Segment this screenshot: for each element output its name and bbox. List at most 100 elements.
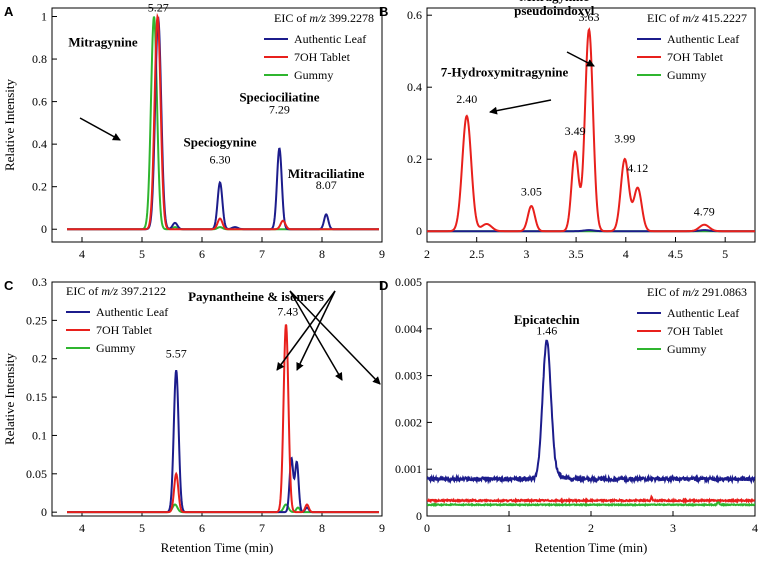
y-tick-label: 0 [41, 505, 47, 519]
compound-label: Mitragynine [520, 0, 590, 4]
x-tick-label: 5 [139, 521, 145, 535]
panel-d: 0 1 2 3 4 0 0.001 0.002 0.003 0.004 0.005 Retention… [379, 275, 758, 555]
peak-label: 3.05 [521, 185, 542, 199]
legend-entry: Gummy [667, 342, 706, 356]
eic-label: EIC of m/z 397.2122 [66, 284, 166, 298]
x-tick-label: 3 [523, 247, 529, 261]
legend-entry: Authentic Leaf [294, 32, 366, 46]
legend: Authentic Leaf 7OH Tablet Gummy [637, 32, 739, 82]
compound-label: Speciociliatine [239, 90, 319, 105]
series-line-authentic-leaf [427, 339, 755, 485]
legend-entry: Authentic Leaf [667, 306, 739, 320]
compound-label: Mitraciliatine [288, 166, 365, 181]
x-tick-label: 3 [670, 521, 676, 535]
series-line-7oh-tablet [427, 494, 755, 505]
x-tick-label: 2.5 [469, 247, 484, 261]
x-tick-label: 2 [424, 247, 430, 261]
x-tick-label: 6 [199, 247, 205, 261]
y-tick-label: 0.005 [395, 275, 422, 289]
annotation-arrow [296, 290, 336, 371]
x-tick-label: 3.5 [569, 247, 584, 261]
panel-letter: D [379, 278, 388, 293]
y-tick-label: 0 [416, 224, 422, 238]
y-tick-label: 0.8 [32, 52, 47, 66]
peak-label: 4.79 [694, 204, 715, 218]
peak-label: 6.30 [210, 152, 231, 166]
series-line-gummy [67, 503, 379, 514]
y-tick-label: 0.2 [32, 180, 47, 194]
y-tick-label: 0.3 [32, 275, 47, 289]
eic-label: EIC of m/z 291.0863 [647, 285, 747, 299]
y-tick-label: 0 [416, 509, 422, 523]
compound-label: Speciogynine [184, 134, 257, 149]
peak-label: 5.57 [166, 347, 187, 361]
panel-letter: B [379, 4, 388, 19]
series-line-gummy [427, 498, 755, 508]
x-tick-label: 9 [379, 247, 385, 261]
y-tick-label: 0.4 [32, 137, 47, 151]
y-tick-label: 0.003 [395, 369, 422, 383]
peak-label: 7.29 [269, 103, 290, 117]
legend-entry: Authentic Leaf [667, 32, 739, 46]
x-tick-label: 5 [139, 247, 145, 261]
peak-label: 5.27 [148, 1, 169, 15]
legend: Authentic Leaf 7OH Tablet Gummy [66, 305, 168, 355]
x-tick-label: 8 [319, 521, 325, 535]
x-axis-label: Retention Time (min) [161, 540, 274, 555]
y-tick-label: 0.2 [32, 352, 47, 366]
panel-b: 2 2.5 3 3.5 4 4.5 5 0 0.2 0.4 0.6 B EIC of m/z 415.2… [379, 0, 756, 261]
legend-entry: Gummy [667, 68, 706, 82]
x-axis-label: Retention Time (min) [535, 540, 648, 555]
x-tick-label: 4 [752, 521, 758, 535]
y-tick-label: 0.6 [407, 8, 422, 22]
legend-entry: Gummy [96, 341, 135, 355]
panel-letter: A [4, 4, 14, 19]
compound-label: Epicatechin [514, 312, 580, 327]
legend-entry: Gummy [294, 68, 333, 82]
legend: Authentic Leaf 7OH Tablet Gummy [637, 306, 739, 356]
x-tick-label: 0 [424, 521, 430, 535]
y-axis-label: Relative Intensity [2, 352, 17, 445]
y-axis-label: Relative Intensity [2, 78, 17, 171]
peak-label: 8.07 [316, 178, 337, 192]
y-tick-label: 0.25 [26, 313, 47, 327]
annotation-arrow [566, 51, 595, 67]
plot-frame [51, 7, 383, 243]
legend-entry: 7OH Tablet [294, 50, 351, 64]
x-tick-label: 4 [79, 247, 85, 261]
plot-frame [426, 7, 756, 243]
x-tick-label: 2 [588, 521, 594, 535]
compound-label: 7-Hydroxymitragynine [441, 64, 569, 79]
y-tick-label: 0.6 [32, 95, 47, 109]
annotation-arrow [276, 290, 336, 371]
panel-c: 4 5 6 7 8 9 0 0.05 0.1 0.15 0.2 0.25 0.3 Relative Int… [2, 275, 385, 555]
x-tick-label: 4 [623, 247, 629, 261]
panel-a: 4 5 6 7 8 9 0 0.2 0.4 0.6 0.8 1 Relative Intensity A E… [2, 1, 385, 261]
y-tick-label: 0.001 [395, 462, 422, 476]
compound-label: pseudoindoxyl [514, 3, 595, 18]
y-tick-label: 0.05 [26, 467, 47, 481]
peak-label: 3.63 [579, 10, 600, 24]
annotation-arrow [79, 117, 121, 141]
x-tick-label: 9 [379, 521, 385, 535]
peak-label: 1.46 [536, 324, 557, 338]
legend-entry: 7OH Tablet [667, 324, 724, 338]
series-line-7oh-tablet [67, 12, 379, 231]
eic-label: EIC of m/z 415.2227 [647, 11, 747, 25]
y-tick-label: 0 [41, 222, 47, 236]
legend-entry: Authentic Leaf [96, 305, 168, 319]
y-tick-label: 1 [41, 10, 47, 24]
x-tick-label: 4.5 [668, 247, 683, 261]
y-tick-label: 0.15 [26, 390, 47, 404]
peak-label: 2.40 [456, 92, 477, 106]
x-tick-label: 8 [319, 247, 325, 261]
compound-label: Paynantheine & isomers [188, 289, 324, 304]
peak-label: 3.99 [614, 131, 635, 145]
y-tick-label: 0.1 [32, 428, 47, 442]
legend: Authentic Leaf 7OH Tablet Gummy [264, 32, 366, 82]
x-tick-label: 6 [199, 521, 205, 535]
x-tick-label: 7 [259, 521, 265, 535]
series-line-7oh-tablet [427, 27, 755, 233]
legend-entry: 7OH Tablet [667, 50, 724, 64]
